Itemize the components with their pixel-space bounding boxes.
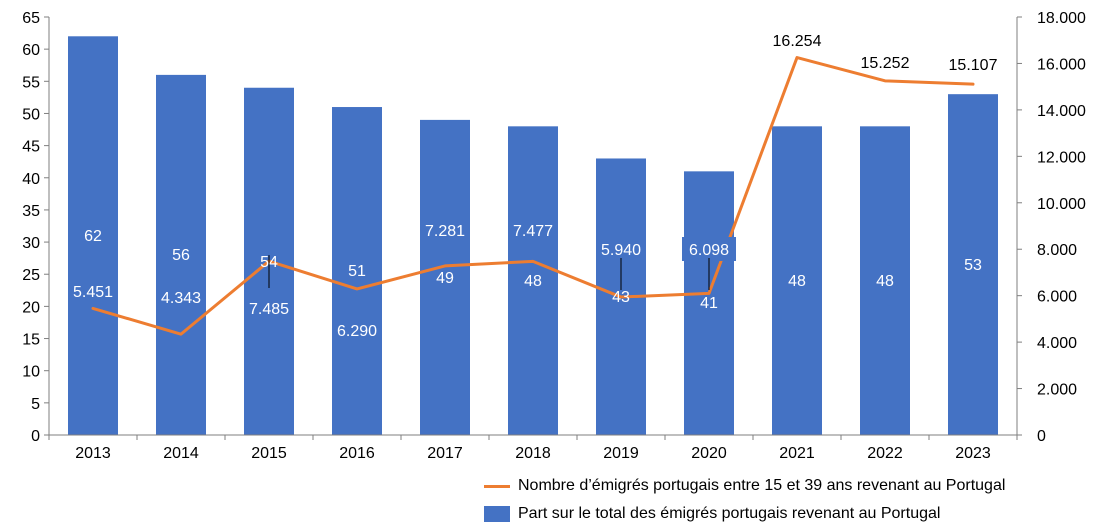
legend: Nombre d’émigrés portugais entre 15 et 3… xyxy=(484,472,1005,528)
line-data-label: 15.252 xyxy=(861,55,910,72)
y-right-tick-label: 0 xyxy=(1037,428,1046,445)
y-right-tick-label: 6.000 xyxy=(1037,289,1077,306)
y-left-tick-label: 0 xyxy=(31,428,40,445)
x-tick-label: 2016 xyxy=(339,445,375,462)
x-tick-label: 2017 xyxy=(427,445,463,462)
bar-2013 xyxy=(68,36,118,436)
y-left-tick-label: 15 xyxy=(22,332,40,349)
bar-2014 xyxy=(156,74,206,435)
line-data-label: 16.254 xyxy=(773,33,822,50)
bar-data-label: 41 xyxy=(700,295,718,312)
y-left-tick-label: 60 xyxy=(22,42,40,59)
line-layer xyxy=(91,56,975,336)
y-left-tick-label: 25 xyxy=(22,267,40,284)
bar-2023 xyxy=(948,94,998,436)
x-tick-label: 2015 xyxy=(251,445,287,462)
line-data-label: 7.485 xyxy=(249,301,289,318)
line-data-label: 4.343 xyxy=(161,290,201,307)
y-right-tick-label: 2.000 xyxy=(1037,382,1077,399)
line-data-label: 5.451 xyxy=(73,284,113,301)
bar-data-label: 49 xyxy=(436,270,454,287)
y-left-tick-label: 40 xyxy=(22,171,40,188)
x-tick-label: 2018 xyxy=(515,445,551,462)
line-data-label: 7.281 xyxy=(425,223,465,240)
bar-data-label: 51 xyxy=(348,263,366,280)
bar-data-label: 43 xyxy=(612,289,630,306)
x-tick-label: 2014 xyxy=(163,445,199,462)
y-left-tick-label: 10 xyxy=(22,364,40,381)
y-right-tick-label: 18.000 xyxy=(1037,10,1086,27)
x-tick-label: 2023 xyxy=(955,445,991,462)
y-right-tick-label: 16.000 xyxy=(1037,56,1086,73)
legend-bar-label: Part sur le total des émigrés portugais … xyxy=(518,505,941,522)
line-data-label: 6.290 xyxy=(337,323,377,340)
y-left-tick-label: 50 xyxy=(22,106,40,123)
y-right-tick-label: 8.000 xyxy=(1037,242,1077,259)
legend-line-swatch xyxy=(484,484,510,488)
line-data-label: 7.477 xyxy=(513,223,553,240)
y-right-tick-label: 4.000 xyxy=(1037,335,1077,352)
line-data-label: 6.098 xyxy=(689,242,729,259)
legend-item-line: Nombre d’émigrés portugais entre 15 et 3… xyxy=(484,472,1005,500)
bar-data-label: 62 xyxy=(84,228,102,245)
x-tick-label: 2013 xyxy=(75,445,111,462)
y-right-tick-label: 14.000 xyxy=(1037,103,1086,120)
axes-layer: 2013 2014 2015 2016 2017 2018 2019 2020 2021 2022… xyxy=(22,10,1086,462)
y-right-tick-label: 10.000 xyxy=(1037,196,1086,213)
legend-line-label: Nombre d’émigrés portugais entre 15 et 3… xyxy=(518,477,1006,494)
combo-chart: 2013 2014 2015 2016 2017 2018 2019 2020 2021 2022… xyxy=(22,10,1086,462)
bar-2020 xyxy=(684,171,734,436)
line-series xyxy=(91,56,975,336)
x-tick-label: 2022 xyxy=(867,445,903,462)
bar-2018 xyxy=(508,126,558,436)
bar-data-label: 53 xyxy=(964,257,982,274)
y-left-tick-label: 55 xyxy=(22,74,40,91)
bar-2022 xyxy=(860,126,910,436)
bar-data-label: 48 xyxy=(876,273,894,290)
x-tick-label: 2021 xyxy=(779,445,815,462)
y-left-tick-label: 35 xyxy=(22,203,40,220)
y-left-tick-label: 30 xyxy=(22,235,40,252)
legend-bar-swatch xyxy=(484,506,510,522)
bar-2016 xyxy=(332,107,382,436)
bar-2021 xyxy=(772,126,822,436)
y-left-tick-label: 45 xyxy=(22,139,40,156)
bar-2017 xyxy=(420,119,470,436)
line-data-label: 15.107 xyxy=(949,57,998,74)
x-tick-label: 2019 xyxy=(603,445,639,462)
legend-item-bar: Part sur le total des émigrés portugais … xyxy=(484,500,1005,528)
y-right-tick-label: 12.000 xyxy=(1037,149,1086,166)
line-label-box xyxy=(682,237,736,261)
bar-data-label: 48 xyxy=(788,273,806,290)
y-left-tick-label: 5 xyxy=(31,396,40,413)
line-data-label: 5.940 xyxy=(601,242,641,259)
bar-data-label: 56 xyxy=(172,247,190,264)
bars-layer xyxy=(68,36,998,436)
y-left-tick-label: 65 xyxy=(22,10,40,27)
x-tick-label: 2020 xyxy=(691,445,727,462)
bar-data-label: 48 xyxy=(524,273,542,290)
y-left-tick-label: 20 xyxy=(22,299,40,316)
